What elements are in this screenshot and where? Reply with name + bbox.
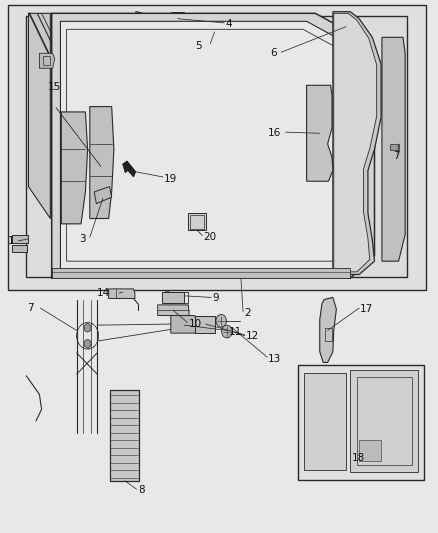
Circle shape [178, 318, 188, 330]
Ellipse shape [208, 29, 221, 40]
Polygon shape [390, 144, 399, 150]
Polygon shape [52, 13, 374, 278]
Text: 5: 5 [195, 42, 201, 51]
Circle shape [302, 393, 348, 449]
Polygon shape [298, 365, 424, 480]
Circle shape [311, 156, 317, 164]
Polygon shape [320, 297, 336, 362]
Polygon shape [110, 390, 139, 481]
Circle shape [311, 103, 317, 110]
Polygon shape [359, 440, 381, 461]
Circle shape [216, 314, 226, 327]
Text: 12: 12 [246, 331, 259, 341]
Circle shape [96, 148, 107, 161]
Circle shape [68, 154, 79, 166]
Text: 6: 6 [270, 49, 277, 58]
Circle shape [311, 167, 317, 174]
Circle shape [376, 418, 393, 440]
Circle shape [311, 92, 317, 100]
Text: 7: 7 [28, 303, 34, 313]
Circle shape [164, 296, 170, 304]
Text: 17: 17 [360, 304, 373, 314]
Polygon shape [26, 16, 407, 277]
Polygon shape [162, 292, 184, 303]
Circle shape [201, 319, 209, 329]
Polygon shape [52, 268, 350, 278]
Circle shape [97, 181, 106, 192]
Polygon shape [12, 235, 28, 243]
Polygon shape [333, 12, 381, 274]
Circle shape [164, 291, 170, 298]
Polygon shape [307, 85, 333, 181]
Text: 13: 13 [268, 354, 281, 364]
Text: 18: 18 [352, 454, 365, 463]
Text: 8: 8 [138, 486, 145, 495]
Text: 10: 10 [189, 319, 202, 328]
Circle shape [371, 386, 398, 418]
Polygon shape [304, 373, 346, 470]
Text: 1: 1 [7, 236, 14, 246]
Circle shape [222, 325, 232, 338]
Polygon shape [188, 213, 206, 230]
Polygon shape [109, 289, 135, 298]
Circle shape [84, 324, 91, 332]
Text: 15: 15 [48, 83, 61, 92]
Circle shape [311, 142, 317, 150]
Polygon shape [60, 21, 366, 269]
Text: 20: 20 [203, 232, 216, 242]
Polygon shape [382, 37, 405, 261]
Polygon shape [123, 161, 136, 177]
Polygon shape [334, 13, 377, 272]
Circle shape [311, 115, 317, 122]
Text: 4: 4 [226, 19, 232, 29]
Text: 11: 11 [229, 327, 242, 336]
Polygon shape [195, 316, 215, 333]
Polygon shape [158, 305, 189, 316]
Polygon shape [94, 187, 112, 204]
Text: 3: 3 [79, 234, 85, 244]
Text: 19: 19 [164, 174, 177, 183]
Circle shape [311, 404, 339, 438]
Text: 7: 7 [393, 151, 400, 160]
Polygon shape [90, 107, 114, 219]
Polygon shape [67, 29, 359, 261]
Circle shape [84, 340, 91, 348]
Polygon shape [39, 53, 55, 68]
Polygon shape [171, 12, 184, 21]
Polygon shape [171, 316, 197, 333]
Circle shape [311, 126, 317, 134]
Polygon shape [61, 112, 88, 224]
Text: 16: 16 [268, 128, 281, 138]
Circle shape [20, 20, 92, 108]
Polygon shape [12, 245, 27, 252]
Circle shape [69, 187, 78, 197]
Text: 2: 2 [244, 309, 251, 318]
Polygon shape [28, 13, 50, 219]
Text: 14: 14 [97, 288, 110, 298]
Polygon shape [8, 5, 426, 290]
Text: 9: 9 [212, 294, 219, 303]
Polygon shape [350, 370, 418, 472]
